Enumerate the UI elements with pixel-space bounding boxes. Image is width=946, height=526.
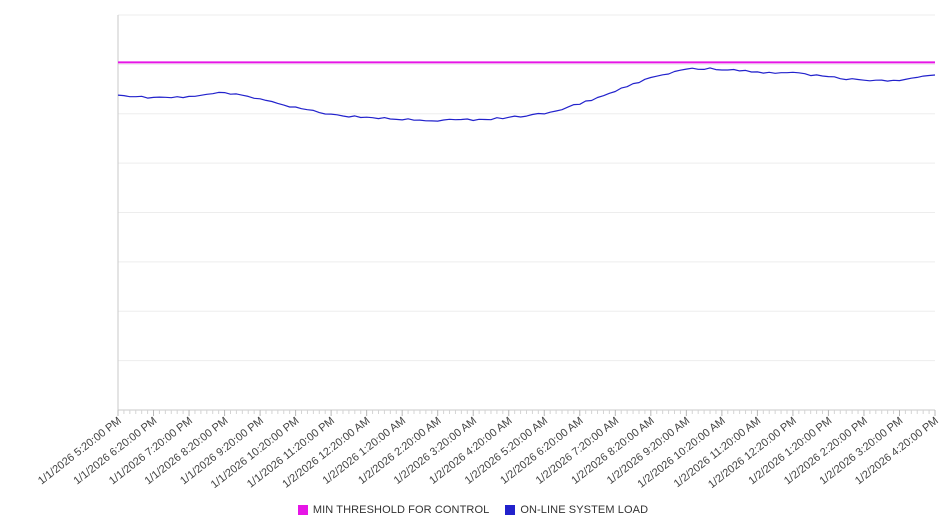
legend-item-system-load[interactable]: ON-LINE SYSTEM LOAD — [505, 504, 648, 516]
system-load-swatch-icon — [505, 505, 516, 515]
threshold-swatch-icon — [297, 505, 308, 515]
chart-legend: MIN THRESHOLD FOR CONTROL ON-LINE SYSTEM… — [0, 504, 946, 516]
line-chart-canvas: 1/1/2026 5:20:00 PM1/1/2026 6:20:00 PM1/… — [36, 14, 941, 491]
legend-label-min-threshold: MIN THRESHOLD FOR CONTROL — [312, 504, 490, 516]
legend-item-min-threshold[interactable]: MIN THRESHOLD FOR CONTROL — [297, 504, 490, 516]
legend-label-system-load: ON-LINE SYSTEM LOAD — [520, 504, 649, 516]
system-load-line — [117, 67, 936, 122]
